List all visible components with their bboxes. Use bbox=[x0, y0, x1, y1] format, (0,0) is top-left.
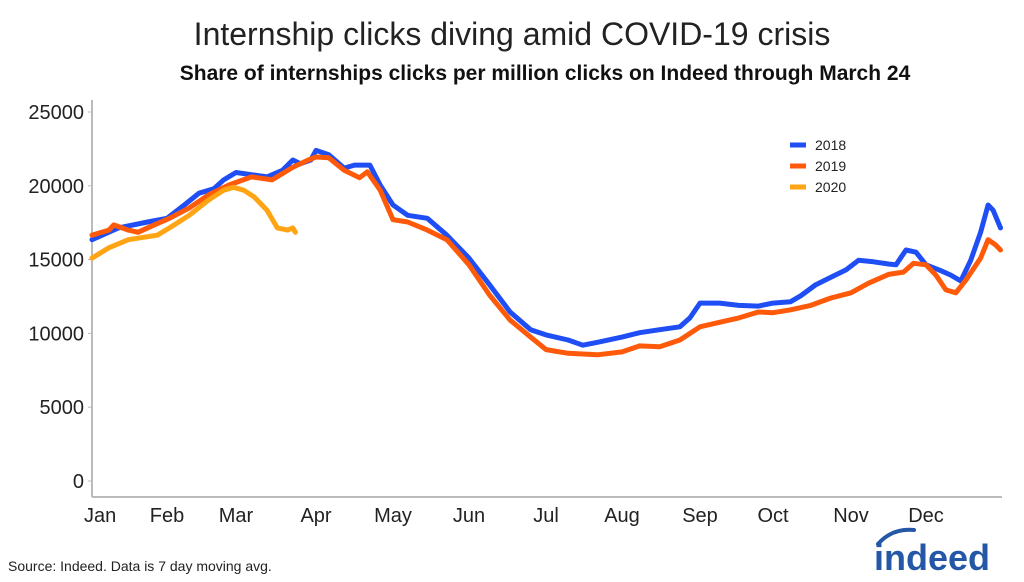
series-line-2020 bbox=[89, 184, 298, 261]
legend-label-2020: 2020 bbox=[815, 179, 846, 195]
y-tick-label: 15000 bbox=[28, 250, 84, 272]
x-tick-label: Apr bbox=[300, 505, 331, 527]
x-tick-label: Oct bbox=[757, 505, 789, 527]
source-note: Source: Indeed. Data is 7 day moving avg… bbox=[8, 558, 272, 574]
legend-label-2019: 2019 bbox=[815, 158, 846, 174]
series-line-2018 bbox=[89, 147, 1003, 348]
y-tick-label: 0 bbox=[73, 471, 84, 493]
y-tick-label: 25000 bbox=[28, 102, 84, 124]
x-tick-label: Jan bbox=[84, 505, 116, 527]
x-tick-label: May bbox=[374, 505, 412, 527]
x-tick-label: Aug bbox=[604, 505, 640, 527]
x-tick-label: Jun bbox=[453, 505, 485, 527]
chart-title: Internship clicks diving amid COVID-19 c… bbox=[193, 16, 831, 52]
y-tick-label: 5000 bbox=[40, 397, 85, 419]
x-tick-label: Nov bbox=[833, 505, 869, 527]
x-tick-label: Dec bbox=[908, 505, 944, 527]
legend-label-2018: 2018 bbox=[815, 137, 846, 153]
y-tick-label: 10000 bbox=[28, 323, 84, 345]
x-tick-label: Feb bbox=[150, 505, 184, 527]
y-tick-label: 20000 bbox=[28, 176, 84, 198]
indeed-logo: indeed bbox=[874, 527, 990, 574]
svg-text:indeed: indeed bbox=[874, 537, 990, 574]
chart-subtitle: Share of internships clicks per million … bbox=[179, 62, 911, 85]
x-tick-label: Mar bbox=[219, 505, 254, 527]
series-line-2019 bbox=[89, 154, 1003, 358]
x-tick-label: Jul bbox=[533, 505, 559, 527]
x-tick-label: Sep bbox=[682, 505, 718, 527]
